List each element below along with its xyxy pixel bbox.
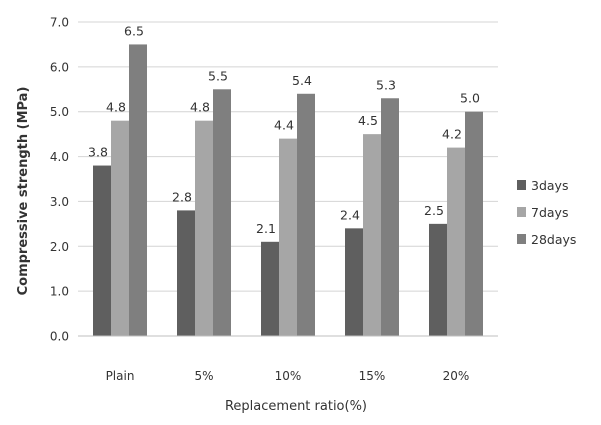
data-label: 4.2 [442,127,462,142]
data-label: 2.4 [340,207,360,222]
x-tick-label: Plain [106,369,135,383]
y-tick-label: 5.0 [50,105,69,119]
legend-swatch-3days [517,180,526,190]
data-label: 2.1 [256,221,276,236]
y-tick-label: 7.0 [50,16,69,30]
bar-3days-3 [345,228,363,336]
bar-7days-0 [111,121,129,336]
legend-swatch-28days [517,234,526,244]
data-label: 2.5 [424,203,444,218]
data-label: 4.4 [274,118,294,133]
data-label: 4.8 [106,100,126,115]
data-label: 5.5 [208,68,228,83]
bar-7days-2 [279,139,297,336]
data-label: 4.8 [190,100,210,115]
x-tick-label: 15% [359,369,386,383]
bar-28days-2 [297,94,315,336]
bar-7days-1 [195,121,213,336]
legend-label-28days: 28days [531,232,576,247]
x-axis-ticks: Plain 5% 10% 15% 20% [106,369,470,383]
y-tick-label: 2.0 [50,240,69,254]
data-label: 5.3 [376,77,396,92]
bar-28days-1 [213,89,231,336]
bar-28days-4 [465,112,483,336]
data-label: 6.5 [124,23,144,38]
bar-3days-1 [177,210,195,336]
y-tick-label: 1.0 [50,285,69,299]
data-label: 5.4 [292,73,312,88]
data-label: 3.8 [88,145,108,160]
bars [93,44,483,336]
y-tick-label: 4.0 [50,150,69,164]
legend-label-3days: 3days [531,178,568,193]
bar-3days-4 [429,224,447,336]
legend: 3days 7days 28days [517,178,576,247]
x-axis-title: Replacement ratio(%) [225,399,367,414]
x-tick-label: 10% [275,369,302,383]
bar-3days-2 [261,242,279,336]
bar-28days-3 [381,98,399,336]
y-tick-label: 3.0 [50,195,69,209]
bar-7days-3 [363,134,381,336]
data-label: 4.5 [358,113,378,128]
bar-3days-0 [93,166,111,336]
bar-7days-4 [447,148,465,336]
y-tick-label: 6.0 [50,60,69,74]
x-tick-label: 5% [194,369,213,383]
y-axis-ticks: 0.0 1.0 2.0 3.0 4.0 5.0 6.0 7.0 [50,16,69,344]
x-tick-label: 20% [443,369,470,383]
legend-swatch-7days [517,207,526,217]
y-tick-label: 0.0 [50,330,69,344]
y-axis-title: Compressive strength (MPa) [16,87,31,296]
legend-label-7days: 7days [531,205,568,220]
data-label: 2.8 [172,189,192,204]
data-label: 5.0 [460,91,480,106]
bar-28days-0 [129,44,147,336]
